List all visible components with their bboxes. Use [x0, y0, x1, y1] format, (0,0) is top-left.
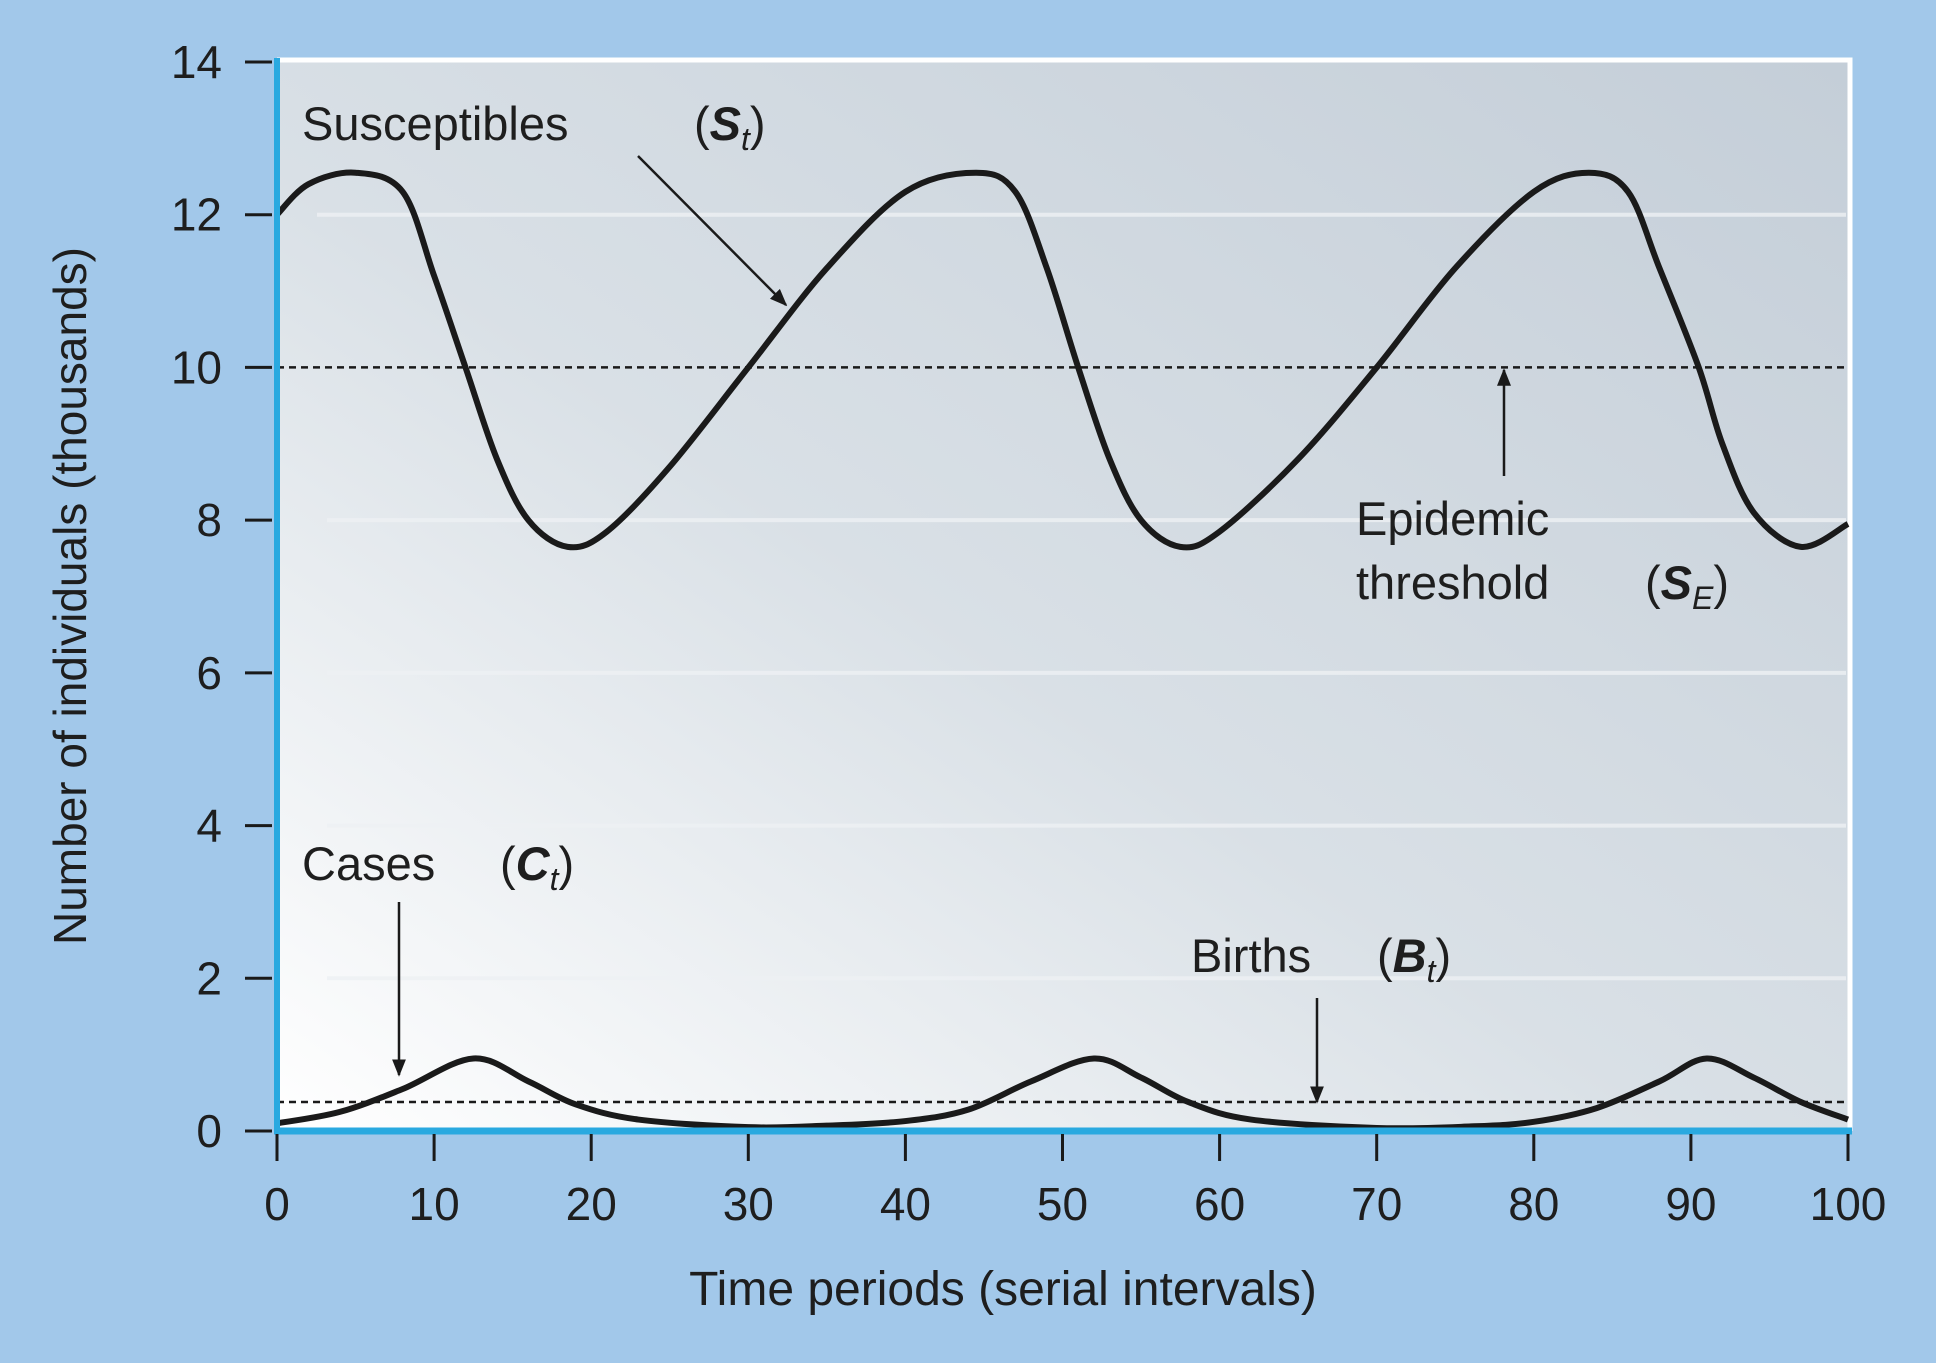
y-axis-label: Number of individuals (thousands) — [44, 247, 96, 945]
plot-area — [277, 58, 1848, 1131]
y-tick-label-2: 2 — [196, 952, 222, 1004]
series-susceptibles-line — [274, 169, 1850, 551]
series-cases-line — [276, 1055, 1850, 1132]
x-axis-label: Time periods (serial intervals) — [689, 1263, 1317, 1316]
y-tick-label-6: 6 — [196, 647, 222, 699]
x-tick-label-10: 10 — [409, 1178, 460, 1230]
y-tick-label-12: 12 — [171, 189, 222, 241]
x-tick-label-0: 0 — [264, 1178, 290, 1230]
x-tick-label-70: 70 — [1351, 1178, 1402, 1230]
y-tick-label-4: 4 — [196, 800, 222, 852]
births-label: Births — [1191, 929, 1311, 982]
susceptibles-label: Susceptibles — [302, 97, 569, 150]
x-tick-label-40: 40 — [880, 1178, 931, 1230]
y-tick-label-14: 14 — [171, 36, 222, 88]
cases-label: Cases — [302, 837, 435, 890]
x-tick-label-80: 80 — [1508, 1178, 1559, 1230]
grid — [317, 212, 1846, 981]
threshold-symbol: (SE) — [1645, 556, 1729, 616]
x-tick-label-100: 100 — [1810, 1178, 1887, 1230]
x-tick-label-60: 60 — [1194, 1178, 1245, 1230]
x-tick-label-50: 50 — [1037, 1178, 1088, 1230]
births-symbol: (Bt) — [1377, 929, 1451, 989]
y-tick-label-0: 0 — [196, 1105, 222, 1157]
threshold-label-line1: Epidemic — [1356, 492, 1549, 545]
x-tick-label-20: 20 — [566, 1178, 617, 1230]
y-tick-label-8: 8 — [196, 494, 222, 546]
susceptibles-arrow — [637, 155, 788, 307]
x-tick-label-90: 90 — [1665, 1178, 1716, 1230]
threshold-label-line2: threshold — [1356, 556, 1549, 609]
y-tick-label-10: 10 — [171, 341, 222, 393]
cases-symbol: (Ct) — [500, 837, 574, 897]
susceptibles-symbol: (St) — [694, 97, 766, 157]
plot-top-border — [277, 57, 1853, 1131]
x-tick-label-30: 30 — [723, 1178, 774, 1230]
